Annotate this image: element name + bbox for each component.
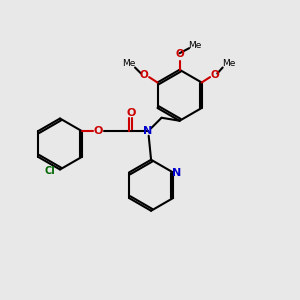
Text: O: O bbox=[175, 49, 184, 59]
Text: N: N bbox=[172, 167, 182, 178]
Text: Me: Me bbox=[188, 41, 201, 50]
Text: O: O bbox=[140, 70, 148, 80]
Text: Cl: Cl bbox=[44, 166, 55, 176]
Text: N: N bbox=[143, 126, 153, 136]
Text: Me: Me bbox=[222, 58, 236, 68]
Text: O: O bbox=[127, 108, 136, 118]
Text: Me: Me bbox=[122, 58, 136, 68]
Text: O: O bbox=[94, 126, 103, 136]
Text: O: O bbox=[211, 70, 220, 80]
